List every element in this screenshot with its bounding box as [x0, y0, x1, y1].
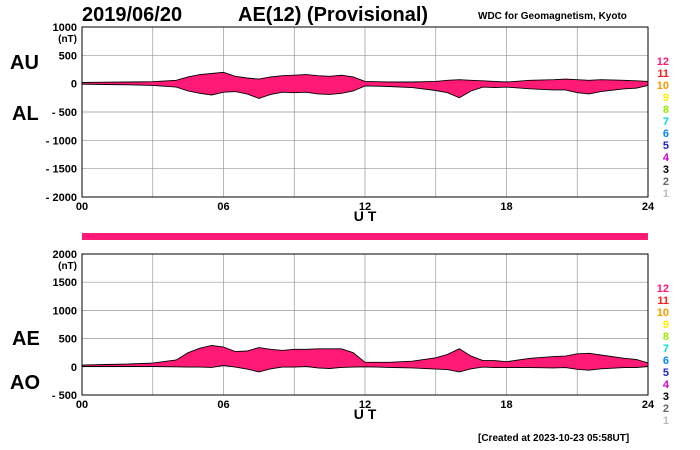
plot-frame: [81, 253, 649, 396]
legend-station-7: 7: [663, 116, 669, 128]
y-tick-label: 500: [59, 50, 77, 62]
x-tick-label: 24: [642, 201, 655, 213]
x-tick-label: 12: [359, 399, 371, 411]
legend-station-2: 2: [663, 403, 669, 415]
x-tick-label: 12: [359, 201, 371, 213]
y-tick-label: 1000: [53, 305, 77, 317]
y-tick-label: - 2000: [46, 192, 77, 204]
legend-station-1: 1: [663, 188, 669, 200]
legend-station-12: 12: [657, 56, 669, 68]
ao-label: AO: [10, 372, 40, 394]
y-tick-label: - 500: [52, 107, 77, 119]
legend-station-6: 6: [663, 355, 669, 367]
legend-station-8: 8: [663, 104, 669, 116]
legend-station-2: 2: [663, 176, 669, 188]
y-tick-label: 500: [59, 334, 77, 346]
y-tick-label: 1000: [53, 22, 77, 34]
series-line-au: [81, 71, 649, 83]
legend-station-10: 10: [657, 307, 669, 319]
x-tick-label: 24: [642, 399, 655, 411]
x-tick-label: 18: [500, 201, 512, 213]
legend-station-4: 4: [663, 152, 670, 164]
legend-station-4: 4: [663, 379, 670, 391]
x-axis-title: U T: [354, 208, 377, 224]
created-timestamp: [Created at 2023-10-23 05:58UT]: [478, 433, 630, 444]
legend-station-10: 10: [657, 80, 669, 92]
legend-station-3: 3: [663, 391, 669, 403]
y-tick-label: - 1000: [46, 135, 77, 147]
legend-station-8: 8: [663, 331, 669, 343]
au-label: AU: [10, 52, 39, 74]
legend-station-1: 1: [663, 415, 669, 427]
legend-station-5: 5: [663, 140, 669, 152]
series-line-al: [81, 83, 649, 99]
x-tick-label: 06: [217, 399, 229, 411]
date-label: 2019/06/20: [82, 4, 183, 26]
unit-label: (nT): [58, 34, 77, 45]
y-tick-label: 1500: [53, 277, 77, 289]
al-label: AL: [12, 103, 39, 125]
legend-station-6: 6: [663, 128, 669, 140]
station-coverage-bar: [82, 233, 648, 240]
series-line-ao: [82, 364, 649, 373]
plot-frame: [81, 26, 649, 198]
ae-label: AE: [12, 328, 40, 350]
legend-station-11: 11: [657, 295, 669, 307]
x-tick-label: 00: [76, 399, 88, 411]
legend-station-5: 5: [663, 367, 669, 379]
x-axis-title: U T: [354, 406, 377, 422]
unit-label: (nT): [58, 261, 77, 272]
y-tick-label: - 1500: [46, 164, 77, 176]
legend-station-7: 7: [663, 343, 669, 355]
legend-station-11: 11: [657, 68, 669, 80]
y-tick-label: - 500: [52, 390, 77, 402]
y-tick-label: 0: [71, 362, 77, 374]
organization-label: WDC for Geomagnetism, Kyoto: [478, 11, 627, 22]
legend-station-9: 9: [663, 92, 669, 104]
legend-station-12: 12: [657, 283, 669, 295]
y-tick-label: 2000: [53, 249, 77, 261]
y-tick-label: 0: [71, 79, 77, 91]
x-tick-label: 00: [76, 201, 88, 213]
legend-station-9: 9: [663, 319, 669, 331]
x-tick-label: 06: [217, 201, 229, 213]
chart-title: AE(12) (Provisional): [238, 4, 429, 26]
series-line-ae: [81, 344, 649, 366]
legend-station-3: 3: [663, 164, 669, 176]
x-tick-label: 18: [500, 399, 512, 411]
